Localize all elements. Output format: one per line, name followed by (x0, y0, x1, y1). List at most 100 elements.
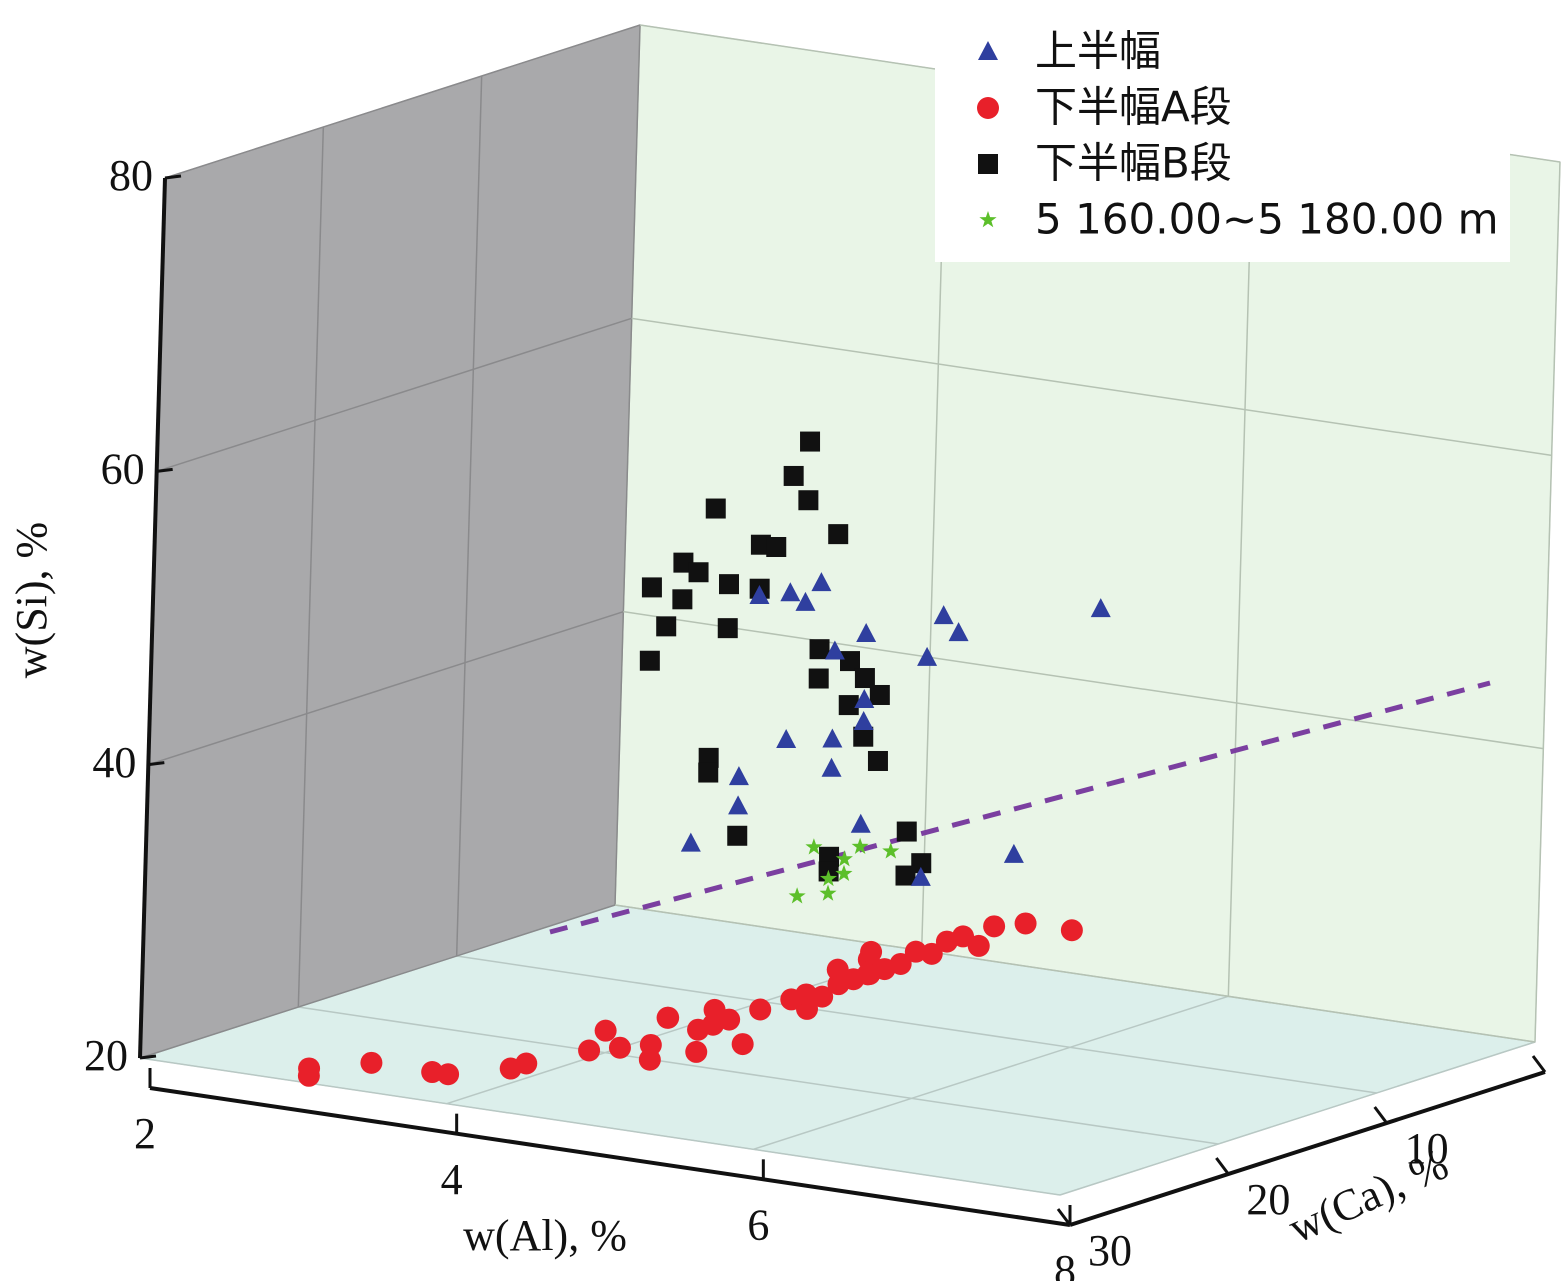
grid-line (1059, 1041, 1536, 1196)
point (728, 795, 749, 815)
grid-line (1534, 161, 1561, 1043)
legend-label: 5 160.00~5 180.00 m (1035, 195, 1499, 244)
point (578, 1039, 601, 1062)
point (798, 490, 819, 511)
series (680, 572, 1111, 886)
point (809, 639, 830, 660)
point (867, 750, 888, 771)
point (783, 465, 804, 486)
series (297, 912, 1083, 1087)
x-tick-label: 4 (441, 1155, 463, 1204)
point (933, 605, 954, 625)
point (983, 915, 1006, 938)
y-tick (1056, 1208, 1072, 1226)
grid-line (623, 610, 1544, 750)
z-tick-label: 40 (92, 738, 136, 787)
plot-area (297, 431, 1111, 1087)
point (728, 766, 749, 786)
point (819, 884, 837, 901)
grid-line (139, 1057, 1061, 1196)
point (826, 958, 849, 981)
z-tick (156, 467, 173, 473)
y-tick (1215, 1157, 1230, 1175)
z-tick (139, 1054, 157, 1060)
legend-marker (979, 211, 997, 228)
x-tick-label: 2 (134, 1109, 156, 1158)
legend-label: 上半幅 (1035, 27, 1161, 76)
y-tick (1373, 1106, 1388, 1124)
axes: 2468010203020406080 (84, 151, 1547, 1281)
point (776, 728, 797, 748)
point (749, 585, 770, 605)
z-axis-label: w(Si), % (7, 522, 56, 678)
point (917, 646, 938, 666)
point (1003, 843, 1024, 863)
point (795, 591, 816, 611)
point (795, 983, 818, 1006)
point (854, 689, 875, 709)
x-axis (149, 1086, 1071, 1227)
x-tick-label: 8 (1054, 1246, 1076, 1281)
grid-line (297, 126, 325, 1008)
point (800, 431, 821, 452)
trend-line (549, 680, 1491, 935)
point (360, 1051, 383, 1074)
point (1090, 598, 1111, 618)
point (298, 1057, 321, 1080)
grid-line (614, 904, 1536, 1043)
point (853, 711, 874, 731)
point (638, 1048, 661, 1071)
point (828, 524, 849, 545)
point (731, 1033, 754, 1056)
point (895, 865, 916, 886)
point (840, 651, 860, 672)
point (838, 695, 859, 716)
z-tick-label: 80 (109, 151, 153, 200)
point (910, 866, 931, 886)
point (811, 572, 832, 592)
point (788, 887, 806, 904)
legend-marker (978, 154, 998, 174)
point (698, 762, 719, 783)
grid-line (298, 1006, 1219, 1145)
point (824, 640, 845, 660)
point (703, 998, 726, 1021)
x-tick-label: 6 (747, 1200, 769, 1249)
point (421, 1061, 444, 1084)
point (749, 998, 772, 1021)
grid-line (1227, 116, 1255, 997)
point (911, 853, 932, 874)
legend-label: 下半幅B段 (1035, 139, 1232, 188)
point (856, 623, 877, 643)
point (780, 582, 801, 602)
z-tick-label: 20 (84, 1031, 128, 1080)
point (851, 837, 869, 854)
point (822, 728, 843, 748)
point (719, 574, 739, 595)
point (882, 842, 900, 859)
point (904, 940, 927, 963)
point (656, 616, 677, 637)
point (1014, 912, 1037, 935)
point (819, 869, 837, 887)
point (641, 577, 662, 598)
axes-box (139, 24, 1561, 1196)
point (727, 825, 748, 846)
point (657, 1006, 680, 1029)
z-tick (164, 174, 182, 180)
y-axis-label: w(Ca), % (1281, 1139, 1455, 1252)
z-axis (138, 177, 167, 1059)
point (499, 1057, 522, 1080)
point (594, 1019, 617, 1042)
grid-line (753, 995, 1229, 1151)
series (639, 431, 932, 886)
point (835, 850, 853, 867)
y-tick-label: 30 (1088, 1226, 1132, 1275)
z-tick-label: 60 (101, 444, 145, 493)
grid-line (455, 75, 483, 957)
point (705, 498, 726, 519)
point (948, 622, 969, 642)
